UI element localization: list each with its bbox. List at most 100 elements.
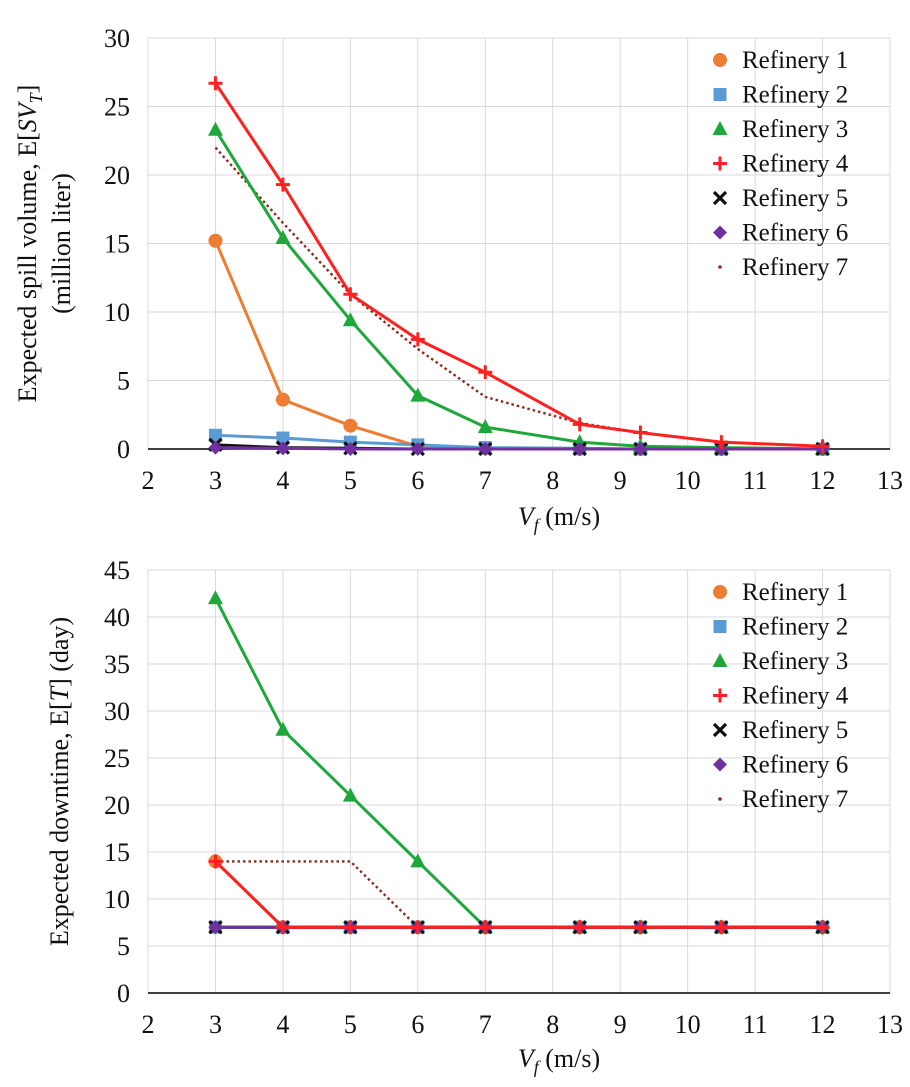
legend-label: Refinery 1 — [742, 579, 848, 606]
legend-label: Refinery 7 — [742, 786, 848, 813]
y-tick-label: 25 — [104, 93, 130, 122]
data-point — [275, 441, 290, 456]
y-tick-label: 10 — [104, 885, 130, 914]
x-tick-label: 12 — [810, 466, 836, 495]
data-point — [342, 312, 358, 327]
data-point — [410, 332, 425, 347]
y-tick-label: 15 — [104, 230, 130, 259]
series-line — [215, 446, 823, 451]
data-point — [410, 853, 426, 868]
y-axis-title-post: ] — [13, 85, 42, 94]
x-tick-label: 4 — [276, 466, 289, 495]
y-axis-title-pre: Expected spill volume, E[ — [13, 132, 42, 402]
legend-label: Refinery 5 — [742, 717, 848, 744]
data-point — [714, 920, 729, 935]
data-point — [572, 417, 587, 432]
y-tick-label: 35 — [104, 650, 130, 679]
x-tick-label: 7 — [479, 466, 492, 495]
data-point — [342, 787, 358, 802]
x-tick-label: 12 — [810, 1010, 836, 1039]
legend-label: Refinery 6 — [742, 220, 848, 247]
y-tick-label: 30 — [104, 697, 130, 726]
x-tick-label: 13 — [877, 1010, 903, 1039]
y-tick-label: 5 — [117, 367, 130, 396]
data-point — [208, 920, 223, 935]
x-tick-label: 4 — [276, 1010, 289, 1039]
data-point — [478, 920, 493, 935]
data-point — [633, 920, 648, 935]
data-point — [478, 365, 493, 380]
x-tick-label: 8 — [546, 1010, 559, 1039]
y-tick-label: 0 — [117, 979, 130, 1008]
y-axis-title: Expected spill volume, E[SVT] — [13, 85, 46, 403]
legend-marker — [712, 121, 728, 135]
legend-marker — [712, 190, 728, 206]
x-tick-label: 6 — [411, 1010, 424, 1039]
legend-marker — [713, 156, 727, 171]
data-point — [633, 425, 648, 440]
y-axis-title-pre: Expected downtime, E[ — [45, 701, 74, 946]
data-point — [208, 440, 223, 455]
data-point — [207, 121, 223, 136]
y-tick-label: 20 — [104, 161, 130, 190]
x-tick-label: 8 — [546, 466, 559, 495]
legend-marker — [713, 53, 727, 67]
y-tick-label: 5 — [117, 932, 130, 961]
series-7 — [214, 146, 823, 448]
series-7 — [215, 860, 823, 929]
legend-marker — [713, 88, 727, 101]
data-point — [477, 419, 493, 434]
data-point — [410, 920, 425, 935]
data-point — [208, 854, 223, 869]
y-tick-label: 0 — [117, 435, 130, 464]
x-tick-label: 10 — [675, 1010, 701, 1039]
x-tick-label: 11 — [743, 466, 768, 495]
legend-label: Refinery 6 — [742, 752, 848, 779]
x-tick-label: 3 — [209, 466, 222, 495]
x-tick-label: 7 — [479, 1010, 492, 1039]
data-point — [275, 230, 291, 245]
plot-area — [147, 569, 891, 994]
y-tick-label: 45 — [104, 556, 130, 585]
data-point — [208, 233, 223, 248]
data-point — [343, 418, 358, 433]
legend-marker — [713, 225, 727, 240]
data-point — [410, 442, 425, 456]
series-line — [214, 146, 823, 448]
x-axis-title-unit: (m/s) — [539, 1044, 600, 1073]
data-point — [275, 721, 291, 736]
legend-marker — [713, 688, 727, 703]
data-point — [572, 442, 587, 456]
legend-label: Refinery 4 — [742, 151, 849, 178]
y-tick-label: 30 — [104, 24, 130, 53]
y-axis-title-var: T — [45, 685, 74, 701]
y-axis-title-post: ] (day) — [45, 617, 74, 687]
legend-label: Refinery 1 — [742, 47, 848, 74]
data-point — [343, 442, 358, 456]
data-point — [208, 76, 223, 91]
legend-marker — [713, 620, 727, 633]
legend-label: Refinery 7 — [742, 254, 848, 281]
series-4 — [208, 76, 830, 454]
x-axis-title-unit: (m/s) — [539, 502, 600, 531]
x-tick-label: 5 — [344, 466, 357, 495]
x-axis-title-sub: f — [534, 515, 542, 535]
data-point — [410, 387, 426, 402]
data-point — [275, 920, 290, 935]
x-tick-label: 11 — [743, 1010, 768, 1039]
x-tick-label: 9 — [614, 1010, 627, 1039]
y-tick-label: 10 — [104, 298, 130, 327]
x-axis-title-var: V — [518, 502, 537, 531]
data-point — [275, 392, 290, 407]
x-axis-title-sub: f — [534, 1057, 542, 1077]
legend-marker — [712, 653, 728, 667]
legend-marker — [718, 265, 722, 269]
data-point — [343, 920, 358, 935]
y-tick-label: 40 — [104, 603, 130, 632]
data-point — [714, 435, 729, 450]
x-tick-label: 2 — [142, 466, 155, 495]
x-tick-label: 5 — [344, 1010, 357, 1039]
y-axis-title-sub: T — [26, 91, 46, 103]
data-point — [208, 428, 222, 442]
